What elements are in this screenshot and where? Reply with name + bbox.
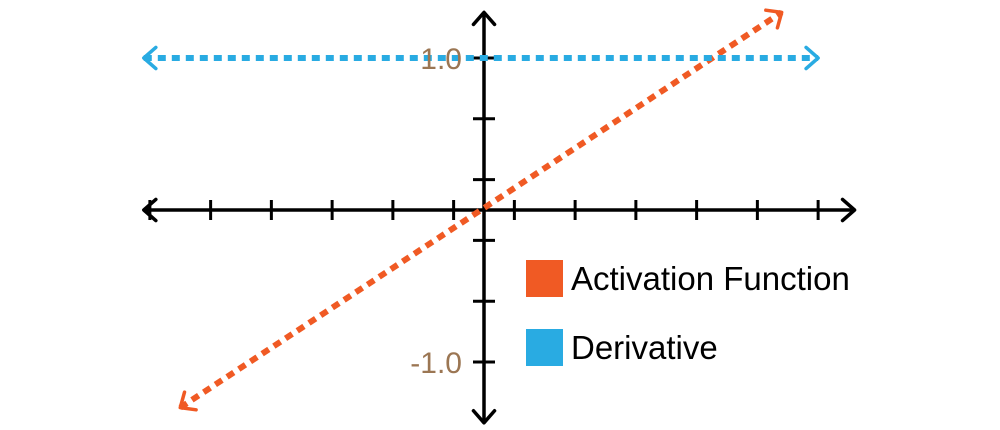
series-derivative-arrow-start <box>142 45 158 71</box>
y-tick-label: -1.0 <box>410 347 462 380</box>
tick-labels: 1.0 -1.0 <box>410 43 462 380</box>
series-activation-function-line <box>178 9 784 411</box>
x-axis-arrow-left <box>142 197 158 223</box>
legend-activation-function-swatch <box>526 260 563 297</box>
legend: Activation Function Derivative <box>526 260 850 366</box>
x-axis-arrow-right <box>840 197 857 223</box>
legend-activation-function-label: Activation Function <box>571 260 850 297</box>
series-activation-function-arrow-end <box>764 8 784 30</box>
legend-derivative-swatch <box>526 329 563 366</box>
y-axis-arrow-bottom <box>471 409 497 425</box>
series-derivative-arrow-end <box>804 45 820 71</box>
series-layer <box>142 8 820 412</box>
axes <box>142 10 857 425</box>
legend-derivative-label: Derivative <box>571 329 718 366</box>
y-tick-label: 1.0 <box>420 43 462 76</box>
y-axis-arrow-top <box>471 10 497 27</box>
series-activation-function-arrow-start <box>178 390 198 412</box>
